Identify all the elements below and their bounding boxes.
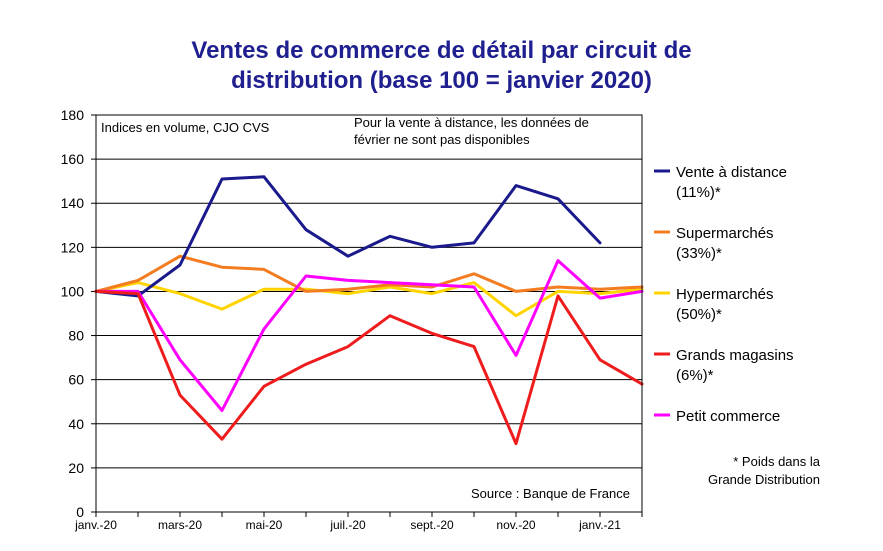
footnote-line-1: * Poids dans la bbox=[733, 454, 820, 469]
legend: Vente à distance (11%)* Supermarchés (33%)*… bbox=[654, 164, 794, 425]
legend-weight: (11%)* bbox=[676, 184, 721, 201]
y-tick-label: 80 bbox=[68, 328, 84, 344]
legend-label: Supermarchés bbox=[676, 225, 774, 242]
legend-weight: (6%)* bbox=[676, 367, 714, 384]
x-tick-label: janv.-21 bbox=[578, 518, 621, 532]
legend-weight: (33%)* bbox=[676, 245, 722, 262]
y-tick-label: 180 bbox=[61, 107, 85, 123]
legend-label: Petit commerce bbox=[676, 408, 780, 425]
chart-title-line-2: distribution (base 100 = janvier 2020) bbox=[231, 67, 652, 94]
y-tick-label: 40 bbox=[68, 416, 84, 432]
x-tick-label: juil.-20 bbox=[329, 518, 366, 532]
y-tick-label: 140 bbox=[61, 195, 85, 211]
x-tick-label: nov.-20 bbox=[496, 518, 535, 532]
chart-title-line-1: Ventes de commerce de détail par circuit… bbox=[191, 37, 692, 64]
y-tick-label: 100 bbox=[61, 283, 85, 299]
y-tick-label: 60 bbox=[68, 372, 84, 388]
x-tick-label: mai-20 bbox=[246, 518, 283, 532]
series-line-1 bbox=[94, 254, 644, 293]
series-line-4 bbox=[94, 259, 644, 412]
series-line-3 bbox=[94, 289, 644, 446]
y-tick-label: 0 bbox=[76, 504, 84, 520]
x-tick-label: sept.-20 bbox=[410, 518, 454, 532]
legend-label: Hypermarchés bbox=[676, 286, 774, 303]
units-annotation: Indices en volume, CJO CVS bbox=[101, 120, 270, 135]
y-tick-label: 20 bbox=[68, 460, 84, 476]
note-annotation-line-1: Pour la vente à distance, les données de bbox=[354, 115, 589, 130]
note-annotation-line-2: février ne sont pas disponibles bbox=[354, 132, 530, 147]
plot-frame bbox=[95, 114, 643, 513]
series-line-2 bbox=[94, 281, 644, 318]
legend-label: Grands magasins bbox=[676, 347, 794, 364]
x-tick-label: mars-20 bbox=[158, 518, 202, 532]
y-tick-label: 160 bbox=[61, 151, 85, 167]
legend-weight: (50%)* bbox=[676, 306, 722, 323]
series-line-0 bbox=[94, 175, 602, 298]
y-tick-label: 120 bbox=[61, 239, 85, 255]
footnote-line-2: Grande Distribution bbox=[708, 472, 820, 487]
x-tick-label: janv.-20 bbox=[74, 518, 117, 532]
source-annotation: Source : Banque de France bbox=[471, 486, 630, 501]
chart-title: Ventes de commerce de détail par circuit… bbox=[0, 36, 883, 96]
legend-label: Vente à distance bbox=[676, 164, 787, 181]
